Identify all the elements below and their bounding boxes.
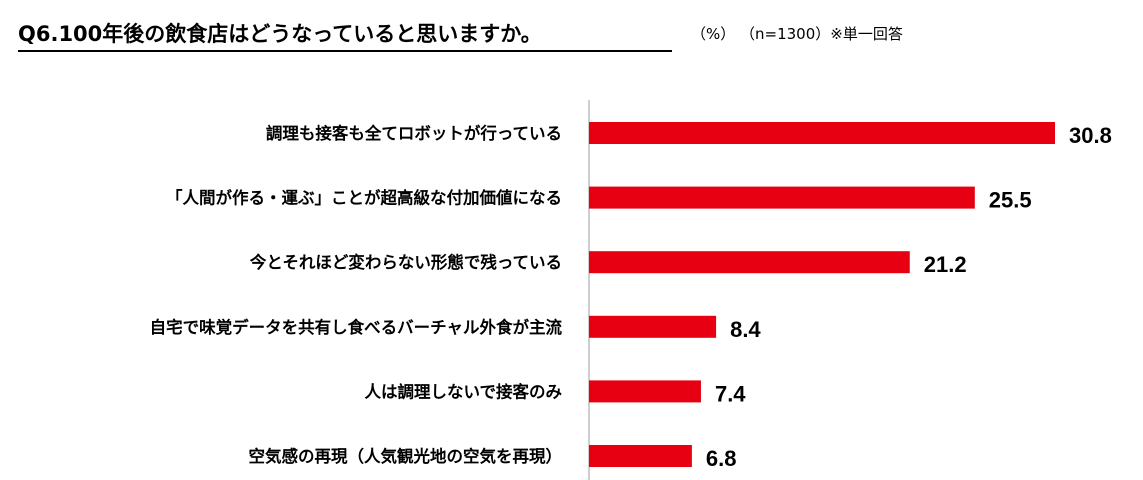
value-label: 7.4 (715, 381, 746, 406)
title-underline (18, 50, 672, 52)
chart-unit: （%） (691, 25, 736, 43)
value-label: 8.4 (730, 317, 761, 342)
category-label: 「人間が作る・運ぶ」ことが超高級な付加価値になる (166, 188, 562, 208)
category-label: 今とそれほど変わらない形態で残っている (249, 252, 562, 272)
bar (589, 122, 1055, 144)
chart-title: Q6.100年後の飲食店はどうなっていると思いますか。 (18, 22, 542, 46)
chart-note: （n=1300）※単一回答 (740, 25, 903, 43)
bar (589, 251, 910, 274)
value-label: 25.5 (989, 188, 1032, 213)
value-label: 21.2 (924, 252, 967, 277)
category-label: 自宅で味覚データを共有し食べるバーチャル外食が主流 (150, 317, 563, 337)
value-label: 30.8 (1069, 123, 1112, 148)
labels-layer: 調理も接客も全てロボットが行っている 30.8 「人間が作る・運ぶ」ことが超高級な付… (150, 123, 1112, 471)
category-label: 調理も接客も全てロボットが行っている (266, 123, 562, 143)
category-label: 空気感の再現（人気観光地の空気を再現） (249, 446, 563, 466)
category-label: 人は調理しないで接客のみ (364, 381, 562, 401)
bar (589, 445, 692, 467)
bar (589, 315, 717, 338)
bar (589, 380, 701, 403)
bar (589, 186, 975, 209)
value-label: 6.8 (706, 446, 737, 471)
bars-layer (589, 122, 1055, 467)
